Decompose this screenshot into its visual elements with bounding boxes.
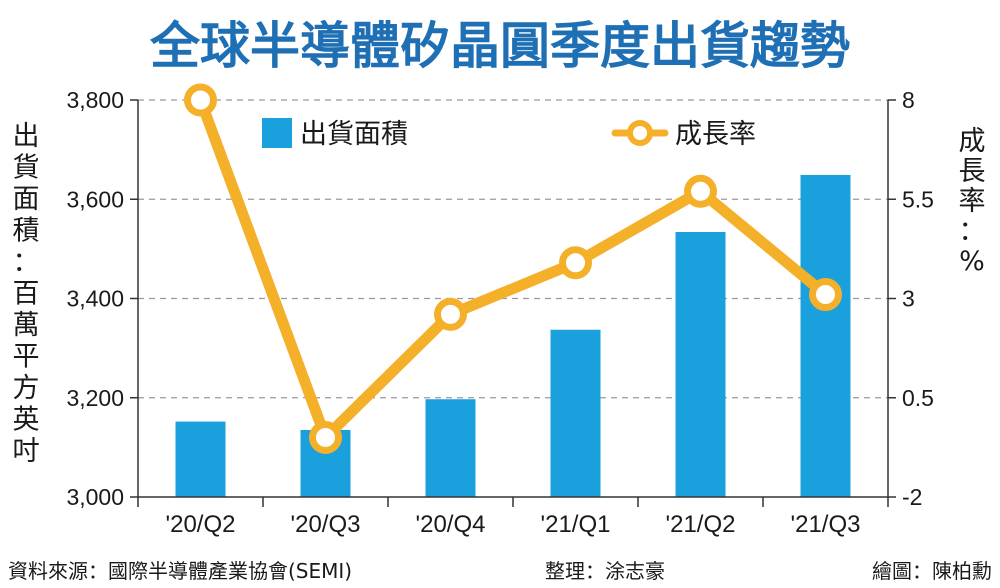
growth-point — [684, 174, 717, 208]
bar — [800, 174, 851, 497]
growth-point — [809, 278, 842, 312]
growth-line — [184, 83, 842, 454]
gridlines — [138, 99, 888, 399]
x-tick-label: '21/Q1 — [541, 511, 611, 538]
y-tick-label: 3,400 — [66, 286, 124, 312]
bar — [175, 421, 226, 497]
growth-line-path — [195, 94, 831, 443]
y2-tick-label: 5.5 — [902, 186, 934, 212]
y-tick-label: 3,800 — [66, 87, 124, 113]
y2-tick-label: 8 — [902, 87, 915, 113]
y-tick-label: 3,600 — [66, 186, 124, 212]
x-tick-label: '21/Q2 — [666, 511, 736, 538]
axis-label-text: 出貨面積：百萬平方英吋 — [13, 121, 40, 467]
legend-line-marker — [627, 120, 653, 146]
x-axis-ticks: '20/Q2 '20/Q3 '20/Q4 '21/Q1 '21/Q2 '21/Q3 — [166, 511, 861, 538]
x-tick-label: '20/Q4 — [416, 511, 486, 538]
x-tick-label: '21/Q3 — [791, 511, 861, 538]
footer-artist: 繪圖：陳柏勳 — [872, 559, 992, 583]
growth-point — [309, 420, 342, 454]
axes — [130, 99, 896, 507]
legend-bar-label: 出貨面積 — [300, 119, 408, 150]
chart-title: 全球半導體矽晶圓季度出貨趨勢 — [149, 17, 850, 75]
bars — [175, 174, 851, 497]
bar — [675, 232, 726, 497]
legend: 出貨面積 成長率 — [262, 118, 756, 150]
growth-point — [184, 83, 217, 117]
left-axis-ticks: 3,000 3,200 3,400 3,600 3,800 — [66, 87, 124, 510]
x-tick-label: '20/Q3 — [291, 511, 361, 538]
bar — [425, 399, 476, 497]
legend-line-label: 成長率 — [675, 119, 756, 150]
footer-source: 資料來源：國際半導體產業協會(SEMI) — [8, 559, 352, 583]
y2-tick-label: 0.5 — [902, 385, 934, 411]
y-tick-label: 3,000 — [66, 484, 124, 510]
right-axis-label: 成長率：% — [959, 126, 986, 277]
growth-point — [434, 297, 467, 331]
axis-label-text: 成長率：% — [959, 126, 986, 277]
growth-point — [559, 246, 592, 280]
right-axis-ticks: -2 0.5 3 5.5 8 — [902, 87, 934, 510]
left-axis-label: 出貨面積：百萬平方英吋 — [13, 121, 40, 467]
footer-editor: 整理：涂志豪 — [545, 559, 665, 583]
y2-tick-label: -2 — [902, 484, 922, 510]
legend-bar-swatch — [262, 118, 292, 148]
x-tick-label: '20/Q2 — [166, 511, 236, 538]
y2-tick-label: 3 — [902, 286, 915, 312]
y-tick-label: 3,200 — [66, 385, 124, 411]
bar — [550, 329, 601, 497]
